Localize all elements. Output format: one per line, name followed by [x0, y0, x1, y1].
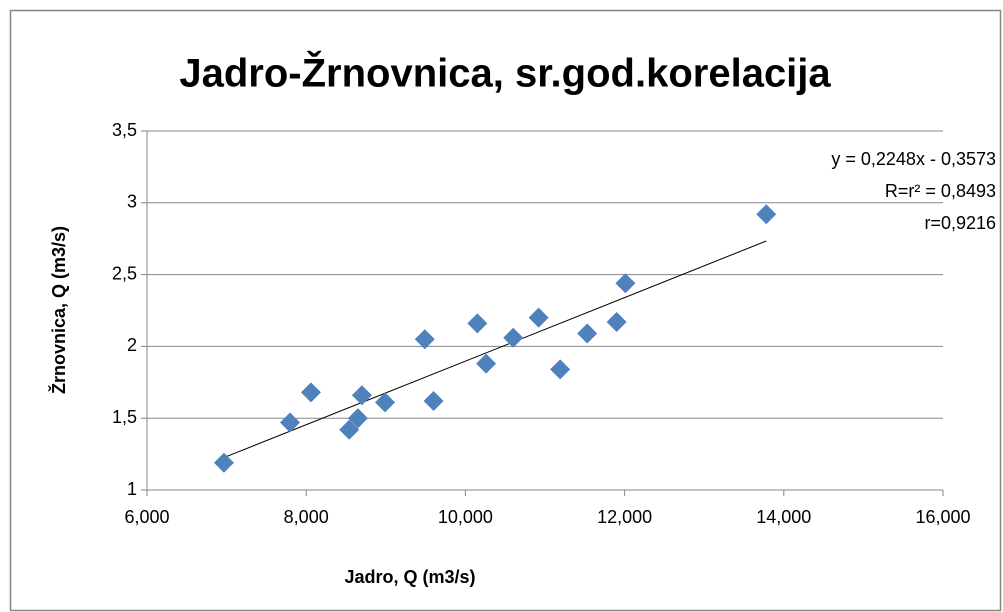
point [528, 307, 549, 328]
chart-title: Jadro-Žrnovnica, sr.god.korelacija [179, 50, 831, 96]
point [423, 390, 444, 411]
x-axis-title: Jadro, Q (m3/s) [344, 567, 475, 587]
x-tick-label: 12,000 [597, 507, 652, 527]
annotation: y = 0,2248x - 0,3573 [831, 149, 996, 169]
x-tick-label: 10,000 [438, 507, 493, 527]
point [351, 385, 372, 406]
x-tick-label: 16,000 [915, 507, 970, 527]
point [414, 329, 435, 350]
trendline [223, 240, 767, 459]
point [577, 323, 598, 344]
point [503, 327, 524, 348]
annotation: r=0,9216 [924, 213, 996, 233]
point [300, 382, 321, 403]
y-tick-label: 1 [127, 479, 137, 499]
x-tick-label: 6,000 [124, 507, 169, 527]
point [606, 311, 627, 332]
point [279, 412, 300, 433]
y-tick-label: 2,5 [112, 263, 137, 283]
x-tick-label: 14,000 [756, 507, 811, 527]
point [615, 273, 636, 294]
point [213, 452, 234, 473]
point [550, 359, 571, 380]
y-tick-label: 2 [127, 335, 137, 355]
point [756, 204, 777, 225]
y-tick-label: 3 [127, 192, 137, 212]
point [476, 353, 497, 374]
chart-border [9, 9, 1002, 612]
y-axis-title: Žrnovnica, Q (m3/s) [48, 226, 69, 394]
annotation: R=r² = 0,8493 [885, 181, 996, 201]
y-tick-label: 1,5 [112, 407, 137, 427]
point [467, 313, 488, 334]
x-tick-label: 8,000 [284, 507, 329, 527]
y-tick-label: 3,5 [112, 120, 137, 140]
point [339, 419, 360, 440]
point [347, 408, 368, 429]
point [375, 392, 396, 413]
